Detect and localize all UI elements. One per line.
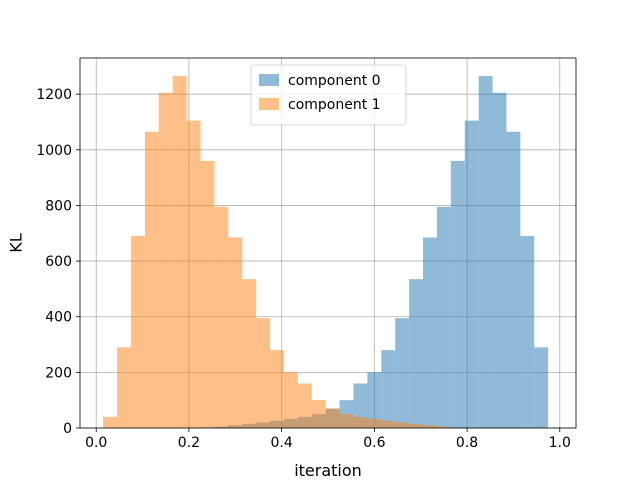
series-1-bar-4 [158, 92, 173, 428]
series-1-bar-21 [395, 422, 410, 428]
series-1-bar-2 [130, 236, 145, 428]
series-0-bar-19 [367, 372, 382, 428]
plot-frame [79, 57, 577, 429]
legend-label-0: component 0 [288, 73, 381, 89]
series-0-bar-24 [436, 206, 451, 428]
y-tick-label-6: 1200 [36, 87, 72, 103]
legend-swatch-0 [259, 74, 279, 86]
series-1-bar-17 [339, 414, 354, 428]
series-0-bar-27 [478, 76, 493, 429]
series-1-bar-0 [103, 416, 118, 428]
series-1-bar-1 [117, 347, 131, 428]
x-tick-label-1: 0.2 [178, 435, 200, 451]
x-tick-label-5: 1.0 [549, 435, 571, 451]
series-1-bar-10 [242, 279, 257, 428]
series-1-bar-20 [381, 420, 396, 428]
series-0-bar-26 [464, 120, 479, 428]
series-1-bars [103, 76, 465, 429]
series-1-bar-11 [256, 318, 271, 428]
series-0-bar-21 [395, 318, 410, 428]
legend: component 0 component 1 [250, 64, 407, 126]
series-1-bar-18 [353, 416, 368, 428]
series-1-bar-16 [325, 408, 340, 428]
y-tick-label-4: 800 [45, 198, 72, 214]
y-tick-label-0: 0 [63, 421, 72, 437]
series-1-bar-14 [297, 383, 312, 428]
legend-swatch-1 [259, 98, 279, 110]
series-0-bar-30 [520, 236, 535, 428]
x-axis-label: iteration [294, 461, 362, 480]
series-1-bar-24 [436, 426, 451, 428]
series-1-bar-23 [423, 425, 437, 428]
x-tick-label-4: 0.8 [456, 435, 478, 451]
y-axis-label: KL [7, 233, 26, 252]
x-tick-label-3: 0.6 [363, 435, 385, 451]
y-tick-label-1: 200 [45, 365, 72, 381]
series-1-bar-7 [200, 160, 215, 429]
y-tick-label-3: 600 [45, 254, 72, 270]
y-tick-label-5: 1000 [36, 143, 72, 159]
axis-ticks: 0.0 0.2 0.4 0.6 0.8 1.0 0 200 400 600 800 1000 1200 [36, 87, 571, 451]
series-1-bar-8 [214, 206, 229, 428]
y-tick-label-2: 400 [45, 310, 72, 326]
legend-frame [250, 64, 407, 126]
series-1-bar-3 [144, 131, 159, 428]
series-1-bar-15 [311, 400, 326, 428]
series-0-bar-23 [423, 237, 437, 428]
series-0-bar-31 [534, 347, 549, 428]
x-tick-label-0: 0.0 [85, 435, 107, 451]
series-0-bar-25 [450, 160, 465, 429]
series-1-bar-13 [283, 372, 298, 428]
series-0-bars [200, 76, 549, 429]
series-1-bar-5 [172, 76, 187, 429]
series-1-bar-12 [270, 350, 284, 428]
series-0-bar-20 [381, 350, 396, 428]
series-0-bar-22 [409, 279, 424, 428]
x-tick-label-2: 0.4 [271, 435, 293, 451]
series-0-bar-29 [506, 131, 521, 428]
series-1-bar-6 [186, 120, 201, 428]
series-0-bar-28 [492, 92, 507, 428]
series-1-bar-22 [409, 423, 424, 428]
legend-label-1: component 1 [288, 97, 381, 113]
series-1-bar-19 [367, 418, 382, 428]
series-1-bar-9 [228, 237, 243, 428]
histogram-bars [103, 76, 549, 429]
